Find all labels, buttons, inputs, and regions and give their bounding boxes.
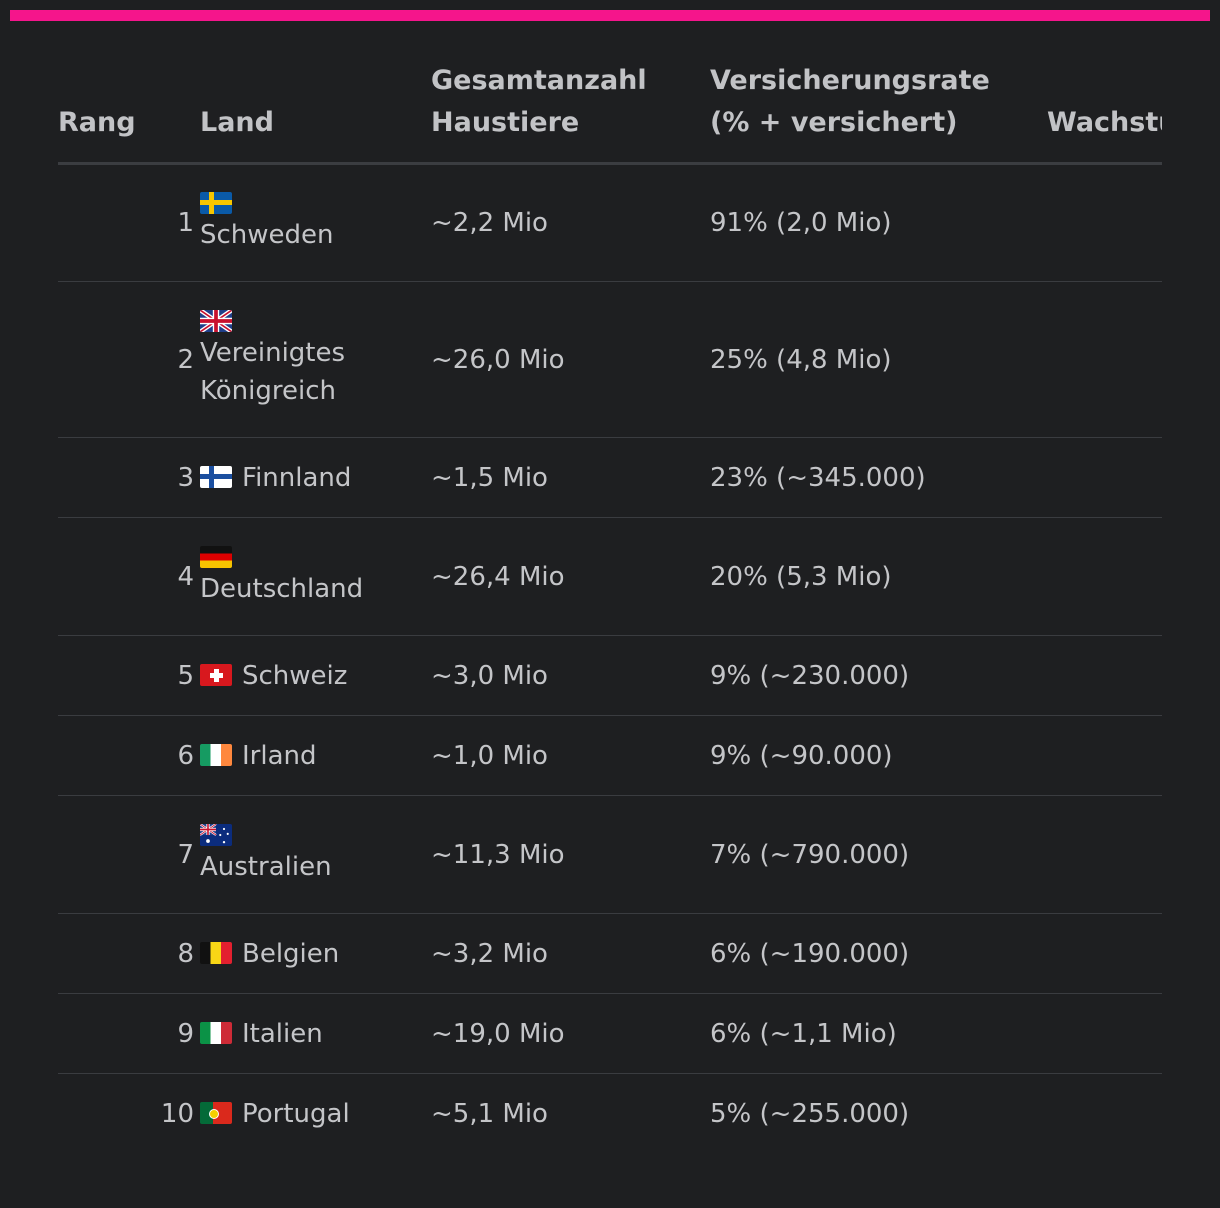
- insurance-rate-cell: 20% (5,3 Mio): [710, 517, 1047, 636]
- growth-cell: [1047, 517, 1162, 636]
- insurance-rate-cell: 91% (2,0 Mio): [710, 163, 1047, 282]
- country-cell: Schweden: [200, 163, 431, 282]
- insurance-rate-cell: 9% (~230.000): [710, 635, 1047, 716]
- country-cell: Vereinigtes Königreich: [200, 281, 431, 438]
- total-pets-cell: ~1,0 Mio: [431, 715, 710, 796]
- table-row: 3 Finnland ~1,5 Mio 23% (~345.000): [58, 437, 1162, 518]
- table-row: 4 Deutschland ~26,4 Mio 20% (5,3 Mio): [58, 517, 1162, 636]
- growth-cell: [1047, 913, 1162, 994]
- rank-cell: 4: [58, 517, 200, 636]
- table-row: 5 Schweiz ~3,0 Mio 9% (~230.000): [58, 635, 1162, 716]
- flag-be-icon: [200, 941, 232, 964]
- table-row: 8 Belgien ~3,2 Mio 6% (~190.000): [58, 913, 1162, 994]
- country-name-line1: Vereinigtes: [200, 337, 346, 368]
- country-name: Portugal: [242, 1098, 350, 1129]
- flag-ch-icon: [200, 663, 232, 686]
- table-row: 1 Schweden ~2,2 Mio 91% (2,0 Mio): [58, 163, 1162, 282]
- total-pets-cell: ~26,4 Mio: [431, 517, 710, 636]
- flag-pt-icon: [200, 1101, 232, 1124]
- total-pets-cell: ~1,5 Mio: [431, 437, 710, 518]
- country-name: Belgien: [242, 938, 340, 969]
- country-cell: Deutschland: [200, 517, 431, 636]
- rank-cell: 10: [160, 1098, 194, 1129]
- total-pets-cell: ~11,3 Mio: [431, 795, 710, 914]
- insurance-rate-cell: 9% (~90.000): [710, 715, 1047, 796]
- flag-ie-icon: [200, 743, 232, 766]
- country-name: Schweden: [200, 220, 334, 250]
- flag-it-icon: [200, 1021, 232, 1044]
- accent-bar: [10, 10, 1210, 21]
- flag-se-icon: [200, 192, 232, 214]
- header-land: Land: [200, 56, 431, 165]
- insurance-rate-cell: 7% (~790.000): [710, 795, 1047, 914]
- pet-insurance-table: Rang Land Gesamtanzahl Haustiere Versiche…: [58, 56, 1162, 1154]
- table-row: 6 Irland ~1,0 Mio 9% (~90.000): [58, 715, 1162, 796]
- growth-cell: [1047, 993, 1162, 1074]
- header-rank: Rang: [58, 56, 200, 165]
- rank-cell: 3: [58, 437, 200, 518]
- table-container: Rang Land Gesamtanzahl Haustiere Versiche…: [58, 56, 1162, 1154]
- country-cell: Finnland: [200, 437, 431, 518]
- table-row: 9 Italien ~19,0 Mio 6% (~1,1 Mio): [58, 993, 1162, 1074]
- growth-cell: [1047, 635, 1162, 716]
- growth-cell: [1047, 163, 1162, 282]
- table-row: 2 Vereinigtes Königreich: [58, 281, 1162, 438]
- country-name: Finnland: [242, 462, 352, 493]
- rank-cell: 6: [58, 715, 200, 796]
- country-name: Italien: [242, 1018, 323, 1049]
- growth-cell: [1047, 1074, 1162, 1154]
- table-row: 7: [58, 795, 1162, 914]
- insurance-rate-cell: 25% (4,8 Mio): [710, 281, 1047, 438]
- growth-cell: [1047, 715, 1162, 796]
- total-pets-cell: ~3,2 Mio: [431, 913, 710, 994]
- total-pets-cell: ~5,1 Mio: [431, 1098, 548, 1129]
- total-pets-cell: ~26,0 Mio: [431, 281, 710, 438]
- country-cell: Australien: [200, 795, 431, 914]
- table-header: Rang Land Gesamtanzahl Haustiere Versiche…: [58, 56, 1162, 165]
- country-cell: Belgien: [200, 913, 431, 994]
- country-name-line2: Königreich: [200, 375, 336, 406]
- rank-cell: 9: [58, 993, 200, 1074]
- rank-cell: 2: [58, 281, 200, 438]
- rank-cell: 5: [58, 635, 200, 716]
- flag-au-icon: [200, 823, 232, 846]
- growth-cell: [1047, 281, 1162, 438]
- country-name: Irland: [242, 740, 317, 771]
- table-row: 10 Portugal ~5,1 Mio 5% (~255.000): [58, 1074, 1162, 1154]
- insurance-rate-cell: 23% (~345.000): [710, 437, 1047, 518]
- country-cell: Portugal: [200, 1074, 431, 1154]
- total-pets-cell: ~3,0 Mio: [431, 635, 710, 716]
- total-pets-cell: ~2,2 Mio: [431, 163, 710, 282]
- flag-gb-icon: [200, 309, 232, 332]
- country-cell: Irland: [200, 715, 431, 796]
- growth-cell: [1047, 795, 1162, 914]
- insurance-rate-cell: 5% (~255.000): [710, 1098, 910, 1129]
- flag-fi-icon: [200, 465, 232, 488]
- country-cell: Italien: [200, 993, 431, 1074]
- growth-cell: [1047, 437, 1162, 518]
- total-pets-cell: ~19,0 Mio: [431, 993, 710, 1074]
- country-name: Australien: [200, 851, 332, 882]
- country-cell: Schweiz: [200, 635, 431, 716]
- header-total-pets: Gesamtanzahl Haustiere: [431, 56, 710, 165]
- rank-cell: 7: [58, 795, 200, 914]
- rank-cell: 8: [58, 913, 200, 994]
- insurance-rate-cell: 6% (~190.000): [710, 913, 1047, 994]
- insurance-rate-cell: 6% (~1,1 Mio): [710, 993, 1047, 1074]
- country-name: Deutschland: [200, 573, 364, 604]
- header-growth: Wachstum: [1047, 56, 1162, 165]
- rank-cell: 1: [58, 163, 200, 282]
- country-name: Schweiz: [242, 660, 348, 691]
- flag-de-icon: [200, 545, 232, 568]
- header-insurance-rate: Versicherungsrate (% + versichert): [710, 56, 1047, 165]
